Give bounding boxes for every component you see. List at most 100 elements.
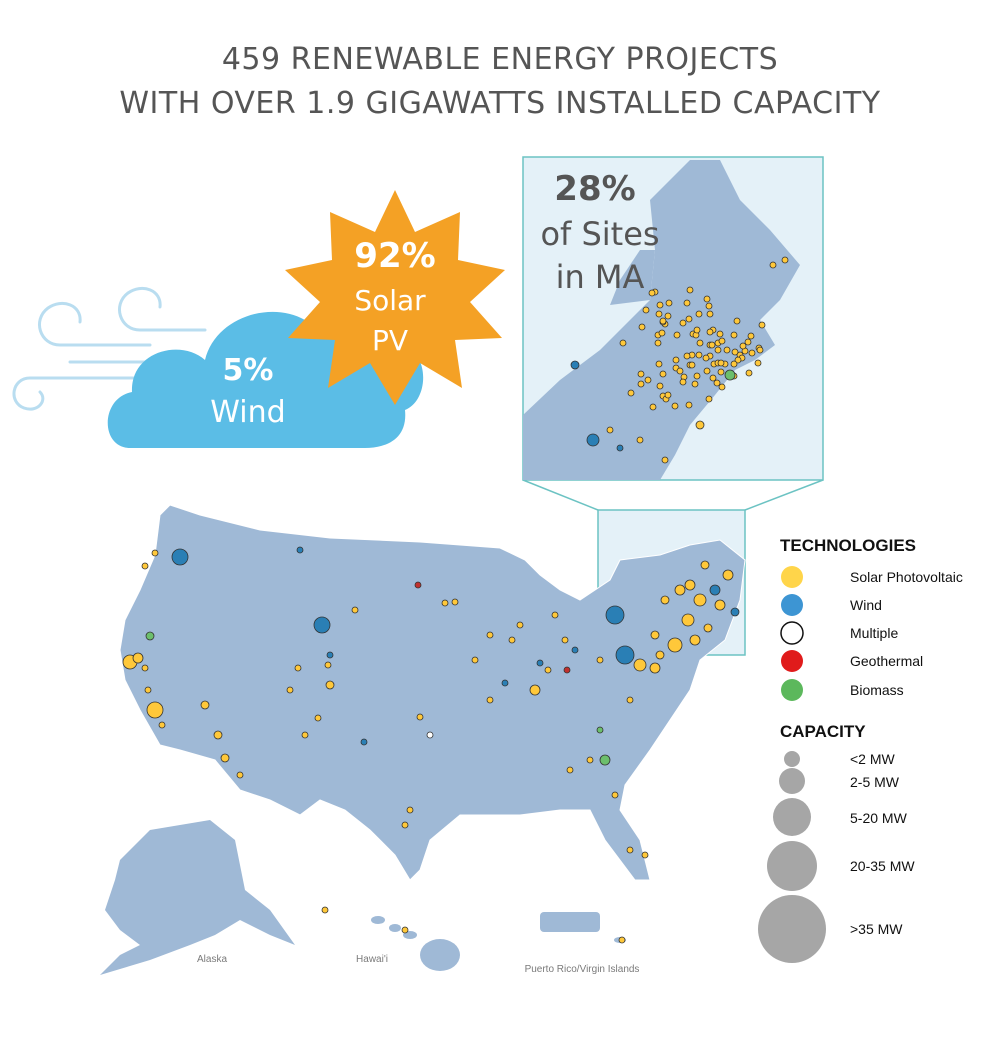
site-marker <box>664 391 672 399</box>
site-marker <box>679 319 687 327</box>
site-marker <box>596 726 604 734</box>
site-marker <box>561 636 569 644</box>
site-marker <box>326 651 334 659</box>
legend-label-geothermal: Geothermal <box>850 653 924 669</box>
site-marker <box>695 310 703 318</box>
site-marker <box>638 323 646 331</box>
legend-label-multiple: Multiple <box>850 625 899 641</box>
site-marker <box>734 356 742 364</box>
legend-label-solar: Solar Photovoltaic <box>850 569 963 585</box>
site-marker <box>606 426 614 434</box>
site-marker <box>486 696 494 704</box>
site-marker <box>171 548 189 566</box>
site-marker <box>683 352 691 360</box>
site-marker <box>718 337 726 345</box>
wind-label: Wind <box>210 395 285 430</box>
site-marker <box>656 382 664 390</box>
site-marker <box>748 349 756 357</box>
site-marker <box>146 701 164 719</box>
site-marker <box>700 560 710 570</box>
legend-label-wind: Wind <box>850 597 882 613</box>
site-marker <box>451 598 459 606</box>
site-marker <box>695 420 705 430</box>
site-marker <box>769 261 777 269</box>
site-marker <box>702 354 710 362</box>
site-marker <box>401 926 409 934</box>
site-marker <box>717 359 725 367</box>
site-marker <box>426 731 434 739</box>
site-marker <box>693 326 701 334</box>
legend-capacity-heading: CAPACITY <box>780 722 866 741</box>
legend-swatch-solar <box>781 566 803 588</box>
site-marker <box>756 346 764 354</box>
site-marker <box>747 332 755 340</box>
site-marker <box>745 369 753 377</box>
site-marker <box>685 315 693 323</box>
site-marker <box>703 367 711 375</box>
solar-percent: 92% <box>354 236 435 276</box>
site-marker <box>686 286 694 294</box>
site-marker <box>360 738 368 746</box>
site-marker <box>325 680 335 690</box>
site-marker <box>626 696 634 704</box>
site-marker <box>141 562 149 570</box>
site-marker <box>683 299 691 307</box>
site-marker <box>563 666 571 674</box>
ma-label-line-1: of Sites <box>540 215 659 253</box>
hawaii-label: Hawai'i <box>356 954 388 965</box>
site-marker <box>665 299 673 307</box>
site-marker <box>730 331 738 339</box>
site-marker <box>655 360 663 368</box>
site-marker <box>301 731 309 739</box>
site-marker <box>722 569 734 581</box>
legend-swatch-biomass <box>781 679 803 701</box>
site-marker <box>672 356 680 364</box>
site-marker <box>649 662 661 674</box>
site-marker <box>401 821 409 829</box>
site-marker <box>730 607 740 617</box>
site-marker <box>605 605 625 625</box>
site-marker <box>656 301 664 309</box>
site-marker <box>508 636 516 644</box>
site-marker <box>544 666 552 674</box>
legend-swatch-wind <box>781 594 803 616</box>
site-marker <box>529 684 541 696</box>
alaska-map <box>100 820 295 975</box>
site-marker <box>637 380 645 388</box>
contiguous-us-map <box>119 504 746 881</box>
alaska-label: Alaska <box>197 954 227 965</box>
site-marker <box>441 599 449 607</box>
site-marker <box>200 700 210 710</box>
site-marker <box>618 936 626 944</box>
site-marker <box>213 730 223 740</box>
page-title-line-1: 459 RENEWABLE ENERGY PROJECTS <box>221 42 779 77</box>
site-marker <box>659 317 667 325</box>
site-marker <box>158 721 166 729</box>
site-marker <box>586 433 600 447</box>
site-marker <box>739 342 747 350</box>
legend-capacity-swatches <box>758 751 826 963</box>
site-marker <box>296 546 304 554</box>
site-marker <box>145 631 155 641</box>
legend-swatch-multiple <box>780 621 804 645</box>
site-marker <box>714 599 726 611</box>
site-marker <box>611 791 619 799</box>
legend-label-20-35: 20-35 MW <box>850 858 915 874</box>
page-title-line-2: WITH OVER 1.9 GIGAWATTS INSTALLED CAPACI… <box>119 86 881 121</box>
site-marker <box>688 361 696 369</box>
project-sites-layer <box>122 546 740 944</box>
site-marker <box>693 372 701 380</box>
site-marker <box>414 581 422 589</box>
site-marker <box>685 401 693 409</box>
site-marker <box>706 310 714 318</box>
wind-swirl-icon <box>12 287 212 411</box>
site-marker <box>717 368 725 376</box>
site-marker <box>754 359 762 367</box>
site-marker <box>599 754 611 766</box>
site-marker <box>681 613 695 627</box>
site-marker <box>730 360 738 368</box>
site-marker <box>684 579 696 591</box>
puerto-rico-label: Puerto Rico/Virgin Islands <box>525 964 640 975</box>
site-marker <box>633 658 647 672</box>
